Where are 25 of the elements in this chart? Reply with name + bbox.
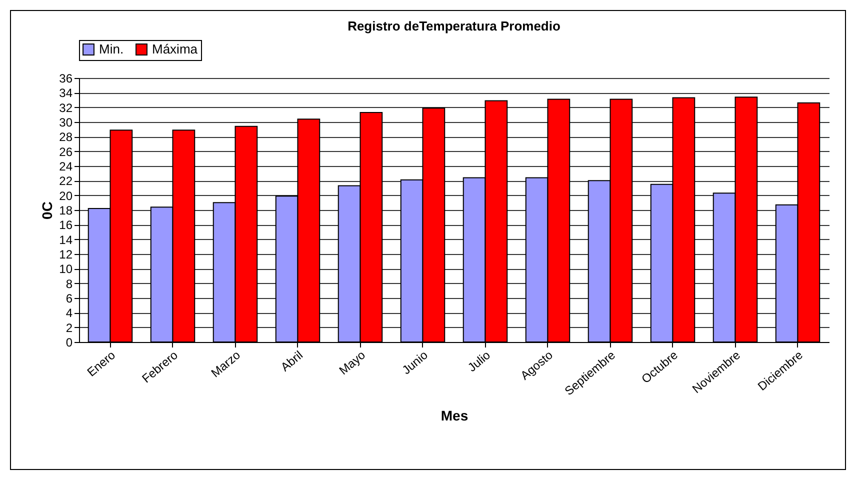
y-tick-label: 16 [59,218,73,232]
y-tick-label: 22 [59,174,73,188]
y-tick-label: 18 [59,204,73,218]
legend-label: Min. [99,42,124,57]
y-tick-label: 24 [59,160,73,174]
y-tick-label: 12 [59,248,73,262]
y-axis-title: 0C [39,202,56,220]
y-tick-label: 30 [59,116,73,130]
x-axis-title: Mes [440,407,468,424]
y-tick-label: 26 [59,144,73,159]
x-tick-label: Julio [465,348,494,375]
chart-title: Registro deTemperatura Promedio [348,18,560,34]
y-tick-label: 4 [66,306,73,320]
y-tick-label: 34 [59,86,73,100]
y-tick-label: 8 [66,276,73,291]
y-tick-label: 2 [66,320,73,335]
y-tick-label: 14 [59,232,73,247]
y-tick-label: 20 [59,188,73,203]
y-tick-label: 36 [59,72,73,86]
y-tick-label: 0 [66,336,73,350]
y-tick-label: 10 [59,262,73,276]
y-tick-label: 6 [66,292,73,306]
y-tick-label: 32 [59,100,73,115]
y-tick-label: 28 [59,130,73,144]
legend-label: Máxima [152,42,198,57]
